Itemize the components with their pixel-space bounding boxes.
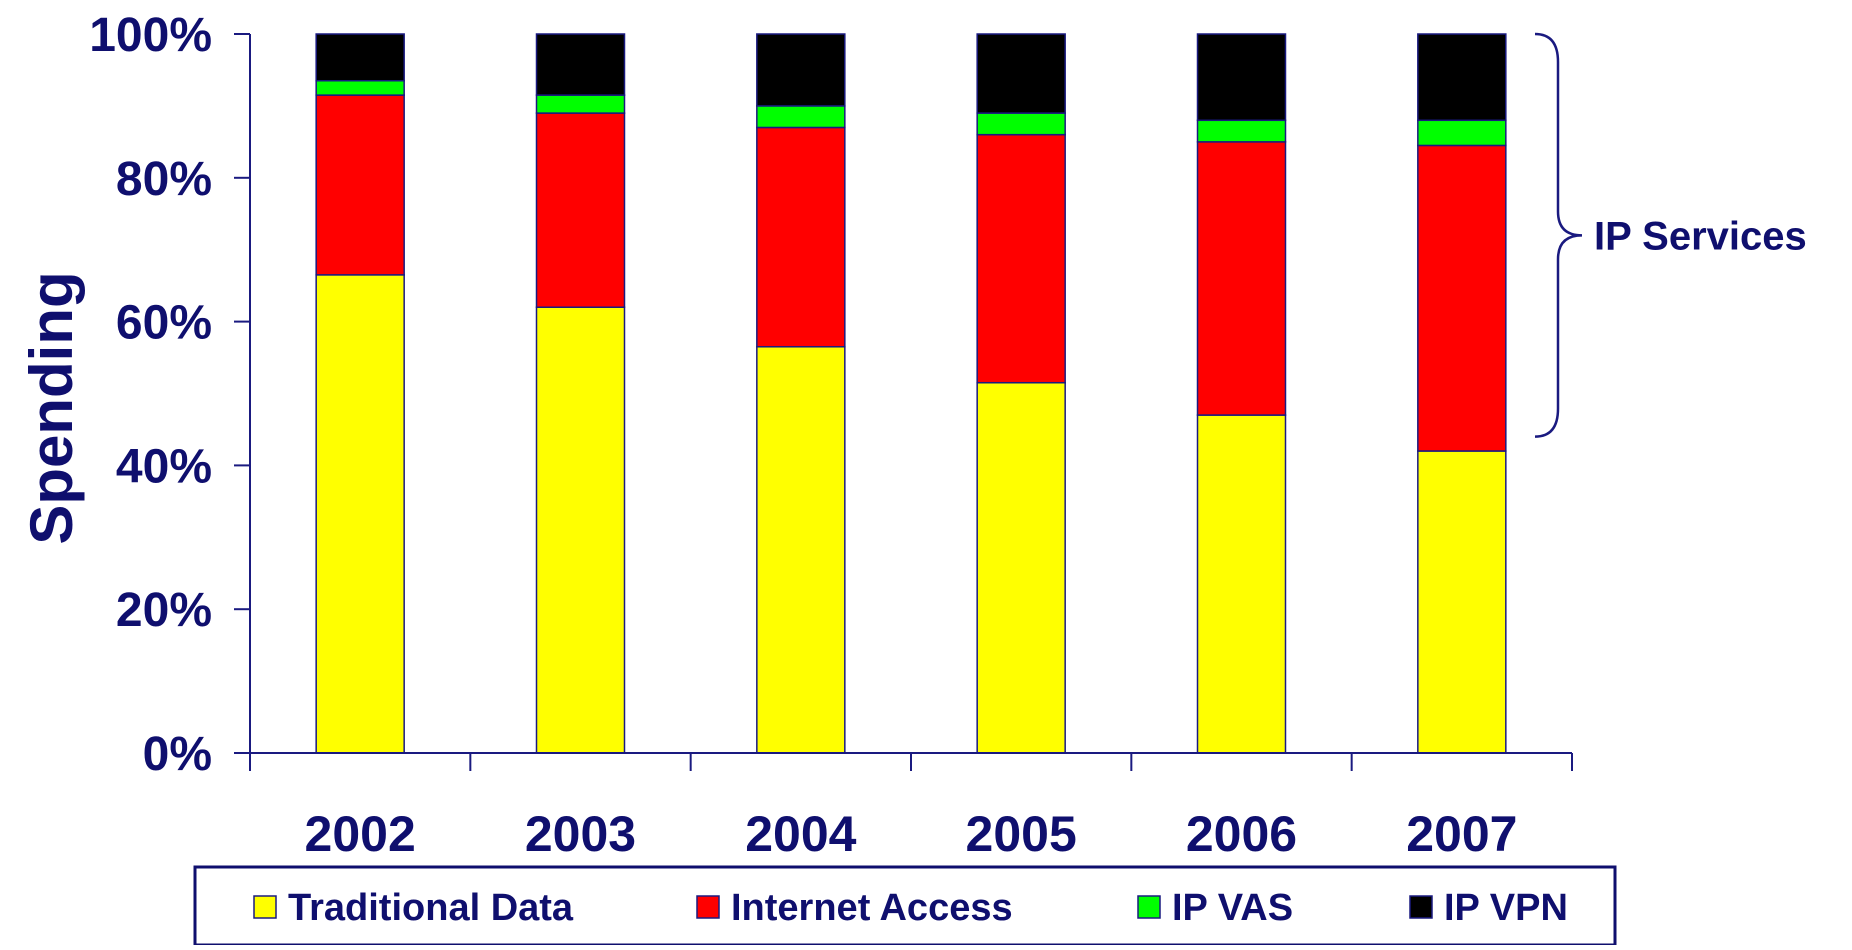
x-tick-label-2005: 2005 — [966, 806, 1077, 862]
legend-swatch-ip-vas — [1137, 895, 1161, 919]
bar-ip-vas-2003 — [535, 94, 626, 114]
bar-internet-access-2002 — [315, 94, 405, 276]
x-tick-label-2002: 2002 — [305, 806, 416, 862]
bar-traditional-data-2002 — [315, 274, 405, 754]
x-tick-label-2007: 2007 — [1406, 806, 1517, 862]
bar-ip-vas-2002 — [315, 79, 405, 96]
x-tick-label-2006: 2006 — [1186, 806, 1297, 862]
legend-label-ip-vpn: IP VPN — [1444, 887, 1568, 929]
bar-internet-access-2003 — [535, 112, 626, 308]
bar-ip-vas-2004 — [756, 105, 846, 129]
y-tick-label-2: 40% — [116, 440, 212, 493]
annotation-layer: IP Services — [1534, 32, 1807, 438]
bar-ip-vpn-2007 — [1417, 33, 1507, 122]
bar-ip-vpn-2005 — [976, 33, 1066, 114]
bar-ip-vpn-2006 — [1196, 33, 1287, 122]
bar-ip-vas-2007 — [1417, 119, 1507, 147]
legend-label-traditional-data: Traditional Data — [288, 887, 574, 929]
bar-traditional-data-2007 — [1417, 450, 1507, 754]
y-tick-label-3: 60% — [116, 297, 212, 350]
bar-internet-access-2005 — [976, 133, 1066, 384]
legend-label-internet-access: Internet Access — [731, 887, 1013, 929]
bar-ip-vpn-2004 — [756, 33, 846, 107]
ip-services-label: IP Services — [1594, 214, 1807, 258]
bar-internet-access-2006 — [1196, 141, 1287, 416]
legend: Traditional Data Internet Access IP VAS IP … — [193, 865, 1617, 947]
legend-swatch-internet-access — [696, 895, 720, 919]
bar-traditional-data-2006 — [1196, 414, 1287, 754]
bar-traditional-data-2005 — [976, 381, 1066, 754]
axes-layer — [234, 33, 1573, 771]
bar-internet-access-2004 — [756, 126, 846, 348]
bar-traditional-data-2004 — [756, 346, 846, 754]
bar-traditional-data-2003 — [535, 306, 626, 754]
bar-internet-access-2007 — [1417, 144, 1507, 452]
legend-swatch-traditional-data — [253, 895, 277, 919]
x-tick-label-2003: 2003 — [525, 806, 636, 862]
labels-layer: 2002 2003 2004 2005 2006 2007 0% 20% 40% 60% 80% 10… — [18, 9, 1517, 862]
bar-ip-vas-2005 — [976, 112, 1066, 136]
legend-box — [193, 865, 1617, 947]
legend-label-ip-vas: IP VAS — [1172, 887, 1293, 929]
x-tick-label-2004: 2004 — [745, 806, 856, 862]
y-tick-label-4: 80% — [116, 153, 212, 206]
y-axis-title: Spending — [18, 271, 85, 544]
ip-services-bracket — [1534, 32, 1583, 438]
legend-swatch-ip-vpn — [1409, 895, 1433, 919]
y-tick-label-0: 0% — [143, 728, 212, 781]
bars-layer — [315, 33, 1507, 754]
bar-ip-vpn-2003 — [535, 33, 626, 96]
bar-ip-vas-2006 — [1196, 119, 1287, 143]
bar-ip-vpn-2002 — [315, 33, 405, 82]
y-tick-label-1: 20% — [116, 584, 212, 637]
y-tick-label-5: 100% — [89, 9, 212, 62]
